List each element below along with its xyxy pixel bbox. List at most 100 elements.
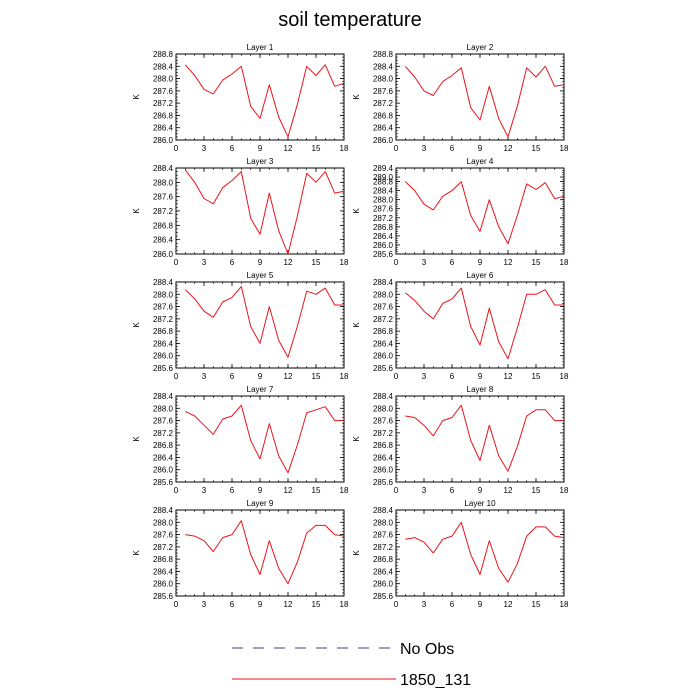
x-tick-label: 3	[422, 486, 427, 495]
y-tick-label: 286.8	[153, 555, 174, 564]
x-tick-label: 18	[340, 144, 349, 153]
x-tick-label: 12	[504, 486, 513, 495]
panel-title: Layer 8	[467, 385, 494, 394]
panel-layer-1: Layer 1 K 0 3 6 9 12 15 18 286.0 286.4 286.8 287.2 28…	[132, 43, 349, 153]
y-axis-label: K	[132, 436, 141, 442]
y-tick-label: 286.0	[373, 352, 394, 361]
x-tick-label: 15	[532, 372, 541, 381]
y-tick-label: 288.4	[153, 278, 174, 287]
y-tick-label: 285.6	[373, 364, 394, 373]
x-tick-label: 0	[394, 258, 399, 267]
y-tick-label: 286.4	[373, 567, 394, 576]
y-axis-label: K	[132, 550, 141, 556]
y-tick-label: 288.0	[153, 290, 174, 299]
y-tick-label: 286.8	[153, 441, 174, 450]
series-line	[405, 521, 565, 583]
x-tick-label: 18	[560, 144, 569, 153]
panel-title: Layer 6	[467, 271, 494, 280]
x-tick-label: 0	[394, 144, 399, 153]
y-tick-label: 288.0	[153, 178, 174, 187]
x-tick-label: 3	[202, 258, 207, 267]
x-tick-label: 3	[202, 144, 207, 153]
plot-frame	[175, 167, 345, 255]
panel-layer-10: Layer 10 K 0 3 6 9 12 15 18 285.6 286.0 286.4 286.8 2…	[352, 499, 569, 609]
y-tick-label: 287.6	[373, 87, 394, 96]
y-tick-label: 286.0	[153, 250, 174, 259]
y-tick-label: 288.0	[153, 75, 174, 84]
y-tick-label: 288.0	[373, 404, 394, 413]
x-tick-label: 15	[312, 144, 321, 153]
y-tick-label: 288.4	[153, 392, 174, 401]
y-tick-label: 285.6	[373, 250, 394, 259]
x-tick-label: 6	[230, 258, 235, 267]
x-tick-label: 12	[504, 600, 513, 609]
y-tick-label: 286.8	[153, 111, 174, 120]
y-tick-label: 286.0	[153, 352, 174, 361]
x-tick-label: 12	[504, 372, 513, 381]
x-tick-label: 3	[202, 372, 207, 381]
y-tick-label: 287.2	[373, 543, 394, 552]
panel-layer-5: Layer 5 K 0 3 6 9 12 15 18 285.6 286.0 286.4 286.8 28…	[132, 271, 349, 381]
panel-layer-9: Layer 9 K 0 3 6 9 12 15 18 285.6 286.0 286.4 286.8 28…	[132, 499, 349, 609]
y-tick-label: 285.6	[153, 478, 174, 487]
y-tick-label: 287.6	[373, 417, 394, 426]
panel-layer-3: Layer 3 K 0 3 6 9 12 15 18 286.0 286.4 286.8 287.2 28…	[132, 157, 349, 267]
x-tick-label: 3	[202, 600, 207, 609]
panel-title: Layer 3	[247, 157, 274, 166]
y-tick-label: 288.0	[153, 404, 174, 413]
y-tick-label: 285.6	[373, 592, 394, 601]
panel-layer-6: Layer 6 K 0 3 6 9 12 15 18 285.6 286.0 286.4 286.8 28…	[352, 271, 569, 381]
y-axis-label: K	[132, 94, 141, 100]
y-tick-label: 286.8	[373, 111, 394, 120]
x-tick-label: 6	[450, 486, 455, 495]
y-tick-label: 286.0	[373, 466, 394, 475]
legend: No Obs 1850_131	[232, 641, 471, 689]
y-tick-label: 287.2	[153, 207, 174, 216]
y-tick-label: 287.6	[373, 531, 394, 540]
y-tick-label: 288.4	[373, 506, 394, 515]
y-tick-label: 286.4	[153, 236, 174, 245]
y-tick-label: 287.2	[153, 543, 174, 552]
x-tick-label: 9	[258, 258, 263, 267]
plot-frame	[395, 281, 565, 369]
panel-grid: Layer 1K0 3 6 9 12 15 18286.0286.4286.8287.228…	[132, 43, 569, 609]
y-tick-label: 288.0	[373, 518, 394, 527]
plot-frame	[175, 53, 345, 141]
x-tick-label: 9	[258, 600, 263, 609]
x-tick-label: 12	[284, 486, 293, 495]
y-tick-label: 288.4	[373, 62, 394, 71]
x-tick-label: 18	[560, 600, 569, 609]
y-tick-label: 286.4	[373, 453, 394, 462]
x-tick-label: 15	[312, 372, 321, 381]
x-tick-label: 15	[532, 258, 541, 267]
y-axis-label: K	[132, 322, 141, 328]
x-tick-label: 6	[230, 486, 235, 495]
y-tick-label: 287.6	[153, 193, 174, 202]
series-line	[185, 404, 344, 474]
y-axis-label: K	[352, 208, 361, 214]
y-tick-label: 287.6	[153, 417, 174, 426]
x-tick-label: 0	[394, 372, 399, 381]
x-tick-label: 0	[174, 372, 179, 381]
x-tick-label: 18	[560, 258, 569, 267]
panel-title: Layer 2	[467, 43, 494, 52]
plot-frame	[395, 509, 565, 597]
y-tick-label: 287.6	[153, 303, 174, 312]
series-line	[185, 520, 345, 585]
panel-title: Layer 7	[247, 385, 274, 394]
x-tick-label: 0	[174, 144, 179, 153]
series-line	[404, 65, 565, 138]
y-tick-label: 286.4	[373, 232, 394, 241]
y-tick-label: 288.4	[373, 392, 394, 401]
y-axis-label: K	[132, 208, 141, 214]
y-tick-label: 287.6	[153, 87, 174, 96]
x-tick-label: 15	[532, 600, 541, 609]
plot-frame	[175, 509, 345, 597]
plot-frame	[395, 53, 565, 141]
series-line	[184, 64, 345, 138]
x-tick-label: 15	[312, 258, 321, 267]
panel-title: Layer 9	[247, 499, 274, 508]
y-tick-label: 288.4	[373, 278, 394, 287]
x-tick-label: 9	[258, 486, 263, 495]
